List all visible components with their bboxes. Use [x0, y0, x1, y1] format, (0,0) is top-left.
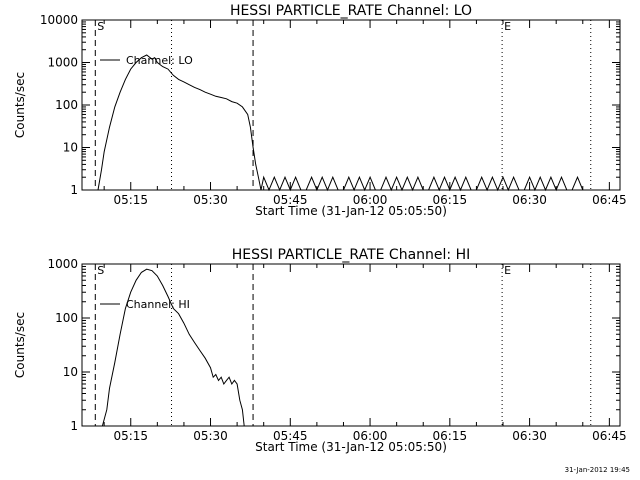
x-tick-label: 06:30: [512, 429, 547, 443]
x-axis-label: Start Time (31-Jan-12 05:05:50): [255, 440, 447, 454]
x-tick-label: 06:30: [512, 193, 547, 207]
generation-timestamp: 31-Jan-2012 19:45: [564, 466, 630, 474]
event-marker-label: E: [504, 20, 511, 33]
event-marker-label: E: [504, 264, 511, 277]
x-tick-label: 05:45: [273, 193, 308, 207]
legend-label: Channel: HI: [126, 298, 190, 311]
y-tick-label: 1: [70, 183, 78, 197]
x-tick-label: 06:45: [592, 429, 627, 443]
event-marker-label: S: [97, 264, 104, 277]
lo-channel-plot: HESSI PARTICLE_RATE Channel: LO Start Tim…: [13, 3, 627, 218]
y-tick-label: 1000: [47, 257, 78, 271]
x-tick-label: 06:15: [433, 193, 468, 207]
y-tick-label: 100: [55, 311, 78, 325]
y-tick-label: 10000: [40, 13, 78, 27]
y-axis-label: Counts/sec: [13, 312, 27, 378]
y-axis-label: Counts/sec: [13, 72, 27, 138]
x-tick-label: 05:15: [113, 193, 148, 207]
x-tick-label: 06:15: [433, 429, 468, 443]
chart-title: HESSI PARTICLE_RATE Channel: LO: [230, 3, 472, 19]
plot-frame: [81, 19, 621, 191]
plot-frame: [81, 263, 621, 427]
legend-label: Channel: LO: [126, 54, 193, 67]
x-tick-label: 06:00: [353, 193, 388, 207]
y-tick-label: 1000: [47, 56, 78, 70]
x-tick-label: 05:30: [193, 193, 228, 207]
x-tick-label: 06:45: [592, 193, 627, 207]
hi-channel-plot: HESSI PARTICLE_RATE Channel: HI Start Tim…: [13, 247, 627, 454]
y-tick-label: 1: [70, 419, 78, 433]
x-tick-label: 05:15: [113, 429, 148, 443]
y-tick-label: 10: [63, 365, 78, 379]
y-tick-label: 10: [63, 141, 78, 155]
series-line: [101, 268, 245, 427]
x-tick-label: 05:45: [273, 429, 308, 443]
chart-title: HESSI PARTICLE_RATE Channel: HI: [232, 247, 470, 263]
series-line: [97, 54, 589, 192]
y-tick-label: 100: [55, 98, 78, 112]
x-axis-label: Start Time (31-Jan-12 05:05:50): [255, 204, 447, 218]
event-marker-label: S: [97, 20, 104, 33]
x-tick-label: 06:00: [353, 429, 388, 443]
x-tick-label: 05:30: [193, 429, 228, 443]
